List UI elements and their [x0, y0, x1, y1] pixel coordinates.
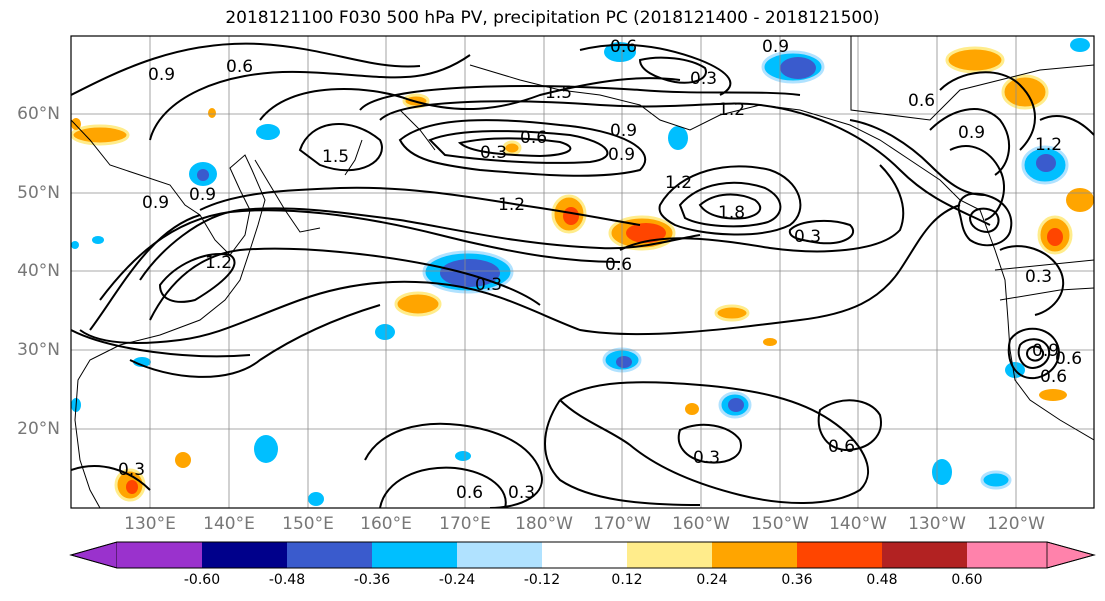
lon-tick-label: 130°E — [124, 514, 176, 534]
contour-label: 0.6 — [605, 255, 632, 275]
contour-label: 0.6 — [1040, 367, 1067, 387]
lat-tick-label: 20°N — [17, 419, 60, 439]
colorbar-tick-label: 0.60 — [951, 572, 983, 588]
coastlines — [71, 36, 1094, 508]
colorbar-segment — [967, 542, 1047, 568]
map-frame — [70, 35, 1095, 509]
colorbar-tick-label: 0.12 — [611, 572, 643, 588]
contour-label: 0.9 — [1032, 341, 1059, 361]
contour-label: 0.3 — [1025, 267, 1052, 287]
colorbar-outline — [69, 541, 1096, 569]
contour-label: 0.3 — [508, 483, 535, 503]
contour-label: 0.9 — [958, 123, 985, 143]
colorbar-extend-max — [1046, 541, 1096, 569]
contour-label: 0.6 — [828, 437, 855, 457]
colorbar-tick-label: -0.36 — [353, 572, 391, 588]
contour-label: 0.3 — [794, 227, 821, 247]
colorbar-tick-label: 0.36 — [781, 572, 813, 588]
colorbar-segment — [457, 542, 542, 568]
colorbar-segment — [797, 542, 882, 568]
contour-label: 0.9 — [762, 37, 789, 57]
colorbar — [69, 541, 1096, 569]
colorbar-segment — [372, 542, 457, 568]
colorbar-segment — [117, 542, 202, 568]
lon-tick-label: 140°W — [829, 514, 887, 534]
lat-tick-label: 40°N — [17, 261, 60, 281]
colorbar-tick-label: 0.24 — [696, 572, 728, 588]
lat-tick-label: 30°N — [17, 340, 60, 360]
lon-tick-label: 170°W — [593, 514, 651, 534]
contour-label: 1.5 — [545, 83, 572, 103]
colorbar-segment — [287, 542, 372, 568]
contour-label: 0.3 — [480, 143, 507, 163]
contour-label: 0.9 — [148, 65, 175, 85]
contour-labels: 0.9 0.6 1.5 1.5 0.3 0.6 0.9 1.2 1.2 1.8 … — [118, 37, 1082, 503]
map-title: 2018121100 F030 500 hPa PV, precipitatio… — [225, 8, 880, 28]
contour-label: 0.6 — [908, 91, 935, 111]
colorbar-tick-label: 0.48 — [866, 572, 898, 588]
colorbar-tick-label: -0.60 — [183, 572, 221, 588]
contour-label: 1.2 — [665, 173, 692, 193]
lon-tick-label: 150°E — [282, 514, 334, 534]
contour-label: 0.3 — [693, 448, 720, 468]
pv-contours — [71, 42, 1094, 508]
contour-label: 0.3 — [690, 69, 717, 89]
contour-label: 0.3 — [118, 460, 145, 480]
lon-tick-label: 130°W — [908, 514, 966, 534]
lon-tick-label: 180°W — [515, 514, 573, 534]
colorbar-segment — [882, 542, 967, 568]
colorbar-extend-min — [69, 541, 118, 569]
colorbar-tick-label: -0.48 — [268, 572, 306, 588]
contour-label: 0.9 — [189, 185, 216, 205]
contour-label: 0.3 — [475, 275, 502, 295]
contour-label: 1.2 — [1035, 135, 1062, 155]
contour-label: 1.2 — [498, 195, 525, 215]
contour-label: 0.6 — [226, 57, 253, 77]
colorbar-segment — [712, 542, 797, 568]
lon-tick-label: 170°E — [439, 514, 491, 534]
colorbar-segment — [627, 542, 712, 568]
colorbar-tick-label: -0.24 — [438, 572, 476, 588]
contour-label: 1.2 — [205, 253, 232, 273]
lat-tick-label: 50°N — [17, 183, 60, 203]
lon-tick-label: 150°W — [751, 514, 809, 534]
contour-label: 0.9 — [610, 121, 637, 141]
lon-tick-label: 140°E — [203, 514, 255, 534]
gridlines — [71, 36, 1094, 508]
map-plot-area: 0.9 0.6 1.5 1.5 0.3 0.6 0.9 1.2 1.2 1.8 … — [71, 36, 1094, 508]
contour-label: 0.9 — [608, 145, 635, 165]
lon-tick-label: 160°W — [672, 514, 730, 534]
lon-tick-label: 160°E — [360, 514, 412, 534]
contour-label: 1.2 — [718, 100, 745, 120]
colorbar-segment — [202, 542, 287, 568]
contour-label: 1.5 — [322, 147, 349, 167]
contour-label: 0.6 — [1055, 349, 1082, 369]
contour-label: 0.9 — [142, 193, 169, 213]
contour-label: 1.8 — [718, 203, 745, 223]
colorbar-segment — [542, 542, 627, 568]
contour-label: 0.6 — [610, 37, 637, 57]
lat-tick-label: 60°N — [17, 104, 60, 124]
contour-label: 0.6 — [520, 128, 547, 148]
colorbar-tick-label: -0.12 — [523, 572, 561, 588]
lon-tick-label: 120°W — [987, 514, 1045, 534]
contour-label: 0.6 — [456, 483, 483, 503]
